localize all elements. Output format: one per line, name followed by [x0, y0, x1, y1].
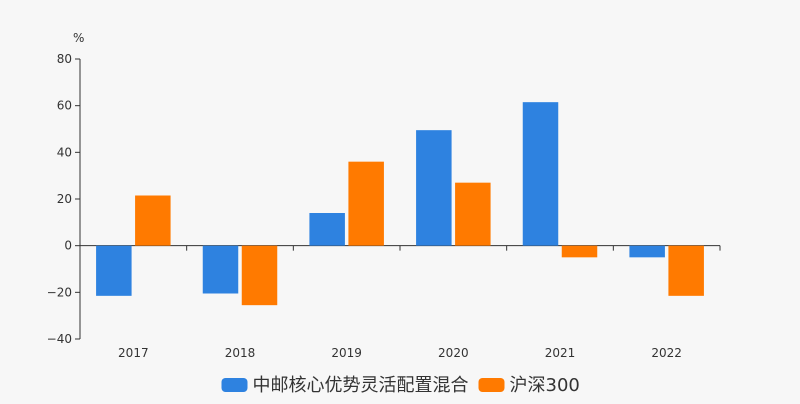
bar-fund-2019[interactable] — [309, 213, 345, 246]
y-unit-label: % — [73, 31, 84, 45]
bar-index-2022[interactable] — [668, 245, 704, 296]
legend-label-index[interactable]: 沪深300 — [510, 375, 580, 396]
bar-index-2019[interactable] — [348, 161, 384, 246]
bar-fund-2022[interactable] — [629, 245, 665, 258]
y-tick-label: −40 — [47, 332, 72, 346]
bar-fund-2017[interactable] — [96, 245, 132, 296]
bar-index-2021[interactable] — [561, 245, 598, 258]
bar-index-2017[interactable] — [135, 195, 171, 246]
x-tick-label: 2020 — [438, 346, 469, 360]
x-tick-label: 2018 — [225, 346, 256, 360]
legend-label-fund[interactable]: 中邮核心优势灵活配置混合 — [253, 375, 469, 396]
bar-index-2018[interactable] — [241, 245, 278, 306]
x-tick-label: 2019 — [331, 346, 362, 360]
bar-fund-2021[interactable] — [522, 102, 559, 246]
legend: 中邮核心优势灵活配置混合 沪深300 — [221, 375, 580, 396]
legend-swatch-fund[interactable] — [221, 378, 248, 392]
axes: % −40 −20 0 20 40 60 80 2017 2018 2019 2020 2021 2022 — [47, 31, 721, 360]
x-tick-label: 2021 — [545, 346, 576, 360]
y-tick-label: 40 — [57, 145, 72, 159]
bars — [96, 102, 704, 306]
y-tick-label: 80 — [57, 52, 72, 66]
legend-swatch-index[interactable] — [478, 378, 505, 392]
y-tick-label: 60 — [57, 99, 72, 113]
bar-fund-2020[interactable] — [416, 130, 452, 246]
y-tick-label: 0 — [64, 239, 72, 253]
x-tick-label: 2017 — [118, 346, 149, 360]
y-tick-label: 20 — [57, 192, 72, 206]
y-tick-label: −20 — [47, 285, 72, 299]
x-tick-label: 2022 — [651, 346, 682, 360]
bar-index-2020[interactable] — [455, 182, 491, 246]
bar-fund-2018[interactable] — [202, 245, 239, 294]
